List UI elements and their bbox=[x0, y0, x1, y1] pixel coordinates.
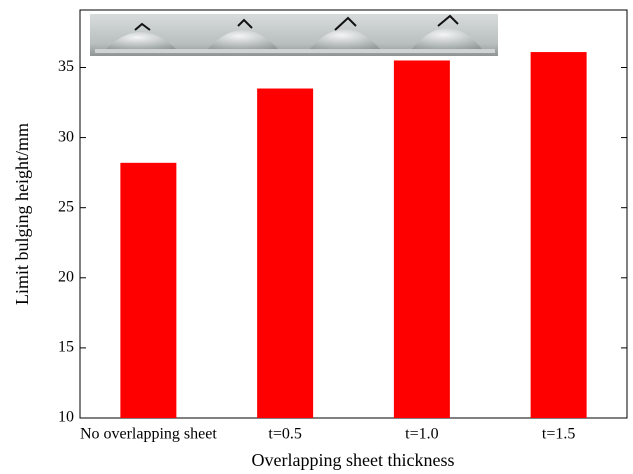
x-tick-label: t=1.0 bbox=[405, 426, 438, 443]
y-tick-label: 35 bbox=[58, 58, 74, 75]
y-tick-label: 25 bbox=[58, 198, 74, 215]
x-tick-label: t=0.5 bbox=[268, 426, 301, 443]
y-tick-label: 30 bbox=[58, 128, 74, 145]
x-tick-label: No overlapping sheet bbox=[80, 426, 217, 443]
y-axis-label: Limit bulging height/mm bbox=[12, 123, 32, 305]
y-tick-label: 10 bbox=[58, 409, 74, 426]
bar bbox=[394, 60, 450, 418]
x-axis-label: Overlapping sheet thickness bbox=[252, 450, 455, 470]
chart: Overlapping sheet thickness Limit bulgin… bbox=[0, 0, 633, 474]
y-tick-label: 20 bbox=[58, 268, 74, 285]
bar bbox=[257, 89, 313, 418]
x-tick-label: t=1.5 bbox=[542, 426, 575, 443]
y-tick-label: 15 bbox=[58, 339, 74, 356]
photo-strip bbox=[90, 14, 498, 56]
bar bbox=[531, 52, 587, 418]
bar bbox=[120, 163, 176, 418]
